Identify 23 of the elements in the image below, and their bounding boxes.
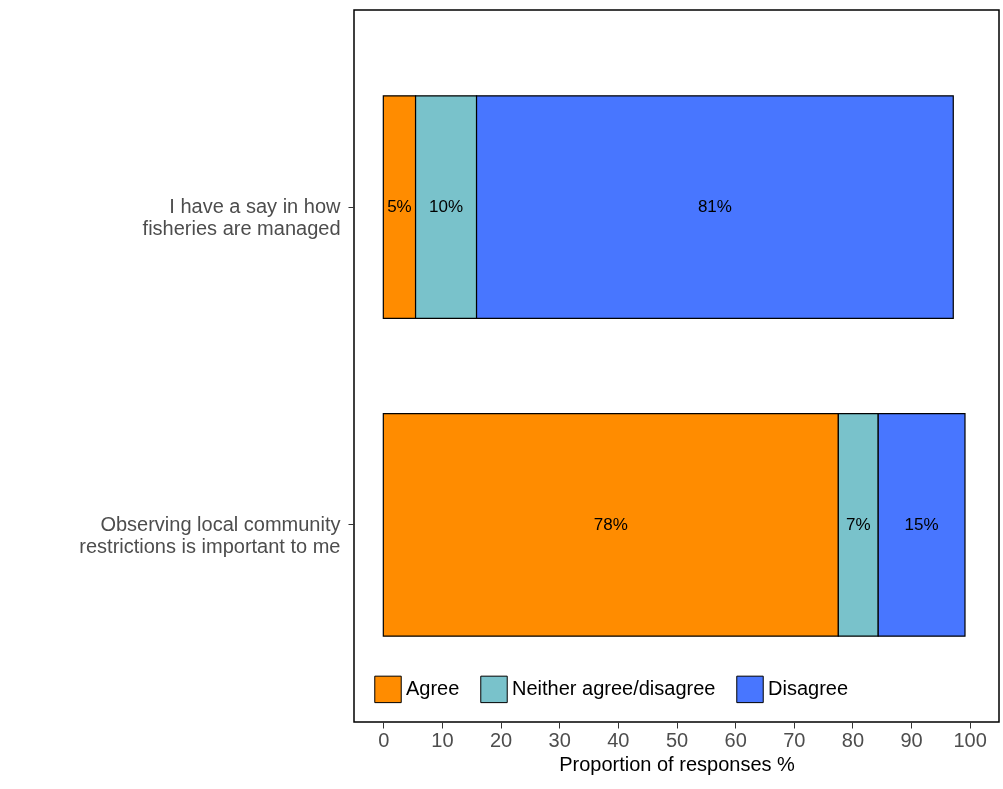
data-label: 78% <box>593 514 628 534</box>
x-tick-label: 70 <box>783 728 806 751</box>
data-label: 81% <box>697 197 732 217</box>
x-tick-label: 50 <box>665 728 689 751</box>
x-tick-label: 80 <box>841 728 865 751</box>
legend-label: Disagree <box>768 677 849 700</box>
x-axis-title: Proportion of responses % <box>559 752 796 775</box>
x-tick-label: 60 <box>724 728 747 751</box>
legend-label: Neither agree/disagree <box>512 677 716 700</box>
x-tick-label: 0 <box>378 728 390 751</box>
data-label: 5% <box>387 197 412 217</box>
x-tick-label: 40 <box>607 728 630 751</box>
y-tick-label: Observing local community restrictions is important to me <box>79 512 341 557</box>
data-label: 7% <box>845 514 871 534</box>
x-tick-label: 30 <box>548 728 571 751</box>
data-label: 15% <box>904 514 939 534</box>
y-tick-label: I have a say in how fisheries are managed <box>142 195 342 240</box>
legend-label: Agree <box>406 677 460 700</box>
data-label: 10% <box>429 197 464 217</box>
x-tick-label: 10 <box>431 728 454 751</box>
x-tick-label: 90 <box>900 728 923 751</box>
x-tick-label: 20 <box>489 728 513 751</box>
x-tick-label: 100 <box>953 728 987 751</box>
